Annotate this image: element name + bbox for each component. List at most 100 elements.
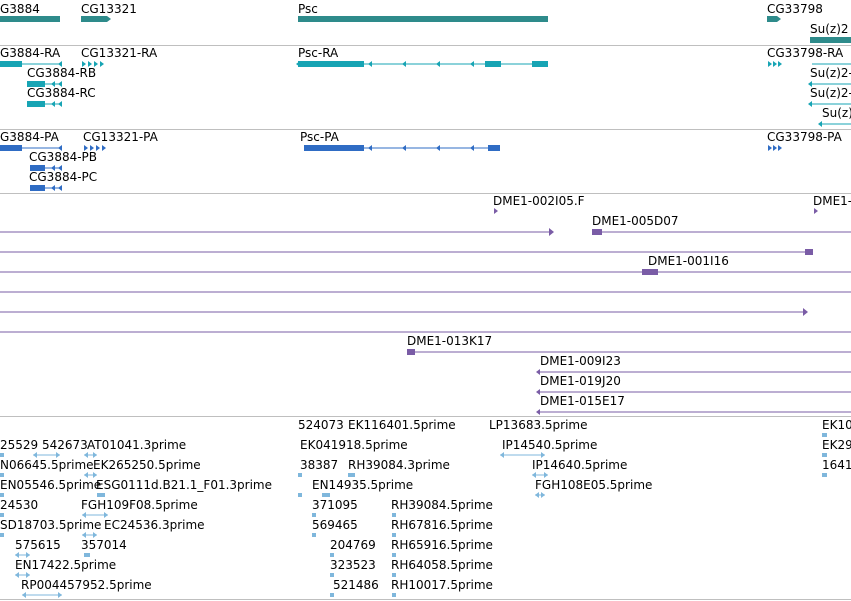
protein-arrow[interactable] (51, 185, 55, 191)
est-glyph[interactable] (26, 572, 30, 578)
gene-label[interactable]: G3884 (0, 2, 40, 16)
protein-glyph[interactable] (0, 145, 22, 151)
transcript-arrow[interactable] (368, 61, 372, 67)
transcript-arrow[interactable] (402, 61, 406, 67)
est-label[interactable]: EK265250.5prime (93, 458, 201, 472)
est-glyph[interactable] (84, 472, 88, 478)
est-label[interactable]: RH39084.3prime (348, 458, 450, 472)
est-glyph[interactable] (500, 452, 504, 458)
protein-glyph[interactable] (30, 185, 45, 191)
clone-label[interactable]: DME1-015E17 (540, 394, 625, 408)
est-label[interactable]: EK10 (822, 418, 851, 432)
est-glyph[interactable] (392, 593, 396, 597)
transcript-arrow[interactable] (470, 61, 474, 67)
est-glyph[interactable] (392, 513, 396, 517)
est-label[interactable]: RH65916.5prime (391, 538, 493, 552)
transcript-arrow[interactable] (58, 101, 62, 107)
transcript-label[interactable]: CG3884-RC (27, 86, 96, 100)
transcript-arrow[interactable] (768, 61, 772, 67)
est-glyph[interactable] (392, 533, 396, 537)
est-glyph[interactable] (330, 553, 334, 557)
est-glyph[interactable] (82, 512, 86, 518)
transcript-label[interactable]: CG13321-RA (81, 46, 158, 60)
transcript-arrow[interactable] (51, 81, 55, 87)
transcript-glyph[interactable] (485, 61, 501, 67)
transcript-arrow[interactable] (51, 101, 55, 107)
transcript-arrow[interactable] (818, 121, 822, 127)
protein-arrow[interactable] (768, 145, 772, 151)
gene-glyph[interactable] (0, 16, 60, 22)
transcript-label[interactable]: Psc-RA (298, 46, 339, 60)
est-label[interactable]: ESG0111d.B21.1_F01.3prime (96, 478, 272, 492)
est-label[interactable]: 38387 (300, 458, 339, 472)
est-label[interactable]: 521486 (333, 578, 379, 592)
protein-arrow[interactable] (58, 145, 62, 151)
est-glyph[interactable] (541, 452, 545, 458)
clone-glyph[interactable] (803, 308, 808, 316)
protein-arrow[interactable] (84, 145, 88, 151)
clone-glyph[interactable] (814, 208, 818, 214)
est-glyph[interactable] (544, 472, 548, 478)
est-label[interactable]: 204769 (330, 538, 376, 552)
clone-glyph[interactable] (805, 249, 813, 255)
clone-glyph[interactable] (536, 369, 540, 375)
protein-arrow[interactable] (470, 145, 474, 151)
clone-glyph[interactable] (407, 349, 415, 355)
est-glyph[interactable] (84, 452, 88, 458)
est-glyph[interactable] (822, 473, 827, 477)
est-label[interactable]: EN14935.5prime (312, 478, 414, 492)
gene-glyph[interactable] (81, 16, 107, 22)
est-label[interactable]: 569465 (312, 518, 358, 532)
protein-arrow[interactable] (96, 145, 100, 151)
est-glyph[interactable] (0, 533, 4, 537)
clone-glyph[interactable] (494, 208, 498, 214)
transcript-label[interactable]: Su(z)2- (810, 66, 851, 80)
transcript-glyph[interactable] (0, 61, 22, 67)
gene-glyph[interactable] (298, 16, 548, 22)
est-glyph[interactable] (822, 453, 827, 457)
est-glyph[interactable] (0, 453, 4, 457)
est-label[interactable]: 524073 (298, 418, 344, 432)
est-glyph[interactable] (330, 573, 334, 577)
est-glyph[interactable] (822, 433, 827, 437)
est-glyph[interactable] (298, 473, 302, 477)
protein-glyph[interactable] (488, 145, 500, 151)
est-label[interactable]: RP004457952.5prime (21, 578, 152, 592)
clone-label[interactable]: DME1- (813, 194, 851, 208)
est-glyph[interactable] (15, 552, 19, 558)
gene-label[interactable]: CG33798 (767, 2, 823, 16)
est-glyph[interactable] (532, 472, 536, 478)
protein-glyph[interactable] (304, 145, 364, 151)
transcript-arrow[interactable] (58, 81, 62, 87)
est-label[interactable]: SD18703.5prime (0, 518, 102, 532)
clone-label[interactable]: DME1-019J20 (540, 374, 621, 388)
est-glyph[interactable] (535, 492, 539, 498)
protein-label[interactable]: CG3884-PB (29, 150, 98, 164)
protein-label[interactable]: CG33798-PA (767, 130, 842, 144)
est-label[interactable]: FGH108E05.5prime (535, 478, 653, 492)
est-glyph[interactable] (312, 533, 316, 537)
est-glyph[interactable] (93, 452, 97, 458)
protein-arrow[interactable] (51, 165, 55, 171)
est-label[interactable]: RH10017.5prime (391, 578, 493, 592)
protein-arrow[interactable] (102, 145, 106, 151)
est-label[interactable]: EK116401.5prime (348, 418, 456, 432)
est-label[interactable]: EN05546.5prime (0, 478, 102, 492)
transcript-glyph[interactable] (298, 61, 364, 67)
clone-glyph[interactable] (549, 228, 554, 236)
est-label[interactable]: FGH109F08.5prime (81, 498, 198, 512)
est-glyph[interactable] (104, 512, 108, 518)
transcript-arrow[interactable] (296, 61, 300, 67)
gene-glyph[interactable] (107, 16, 111, 22)
protein-label[interactable]: CG3884-PC (29, 170, 98, 184)
est-glyph[interactable] (58, 592, 62, 598)
est-glyph[interactable] (56, 452, 60, 458)
protein-label[interactable]: Psc-PA (300, 130, 339, 144)
protein-arrow[interactable] (773, 145, 777, 151)
gene-label[interactable]: Su(z)2 (810, 22, 849, 36)
est-label[interactable]: 323523 (330, 558, 376, 572)
protein-arrow[interactable] (778, 145, 782, 151)
protein-arrow[interactable] (58, 165, 62, 171)
est-glyph[interactable] (330, 593, 334, 597)
est-glyph[interactable] (0, 493, 4, 497)
